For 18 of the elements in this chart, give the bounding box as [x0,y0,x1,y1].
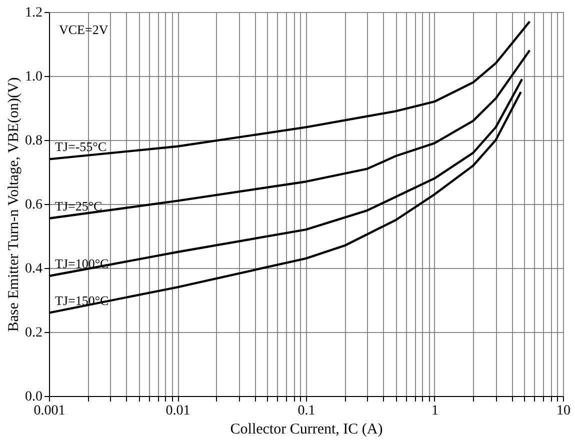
x-tick-label: 0.1 [298,404,316,418]
y-tick-label: 0.2 [25,326,42,340]
y-tick-label: 1.0 [25,70,42,84]
series-label: TJ=-55°C [55,139,107,154]
y-tick-label: 0.6 [25,198,42,212]
x-tick-label: 1 [432,404,438,418]
y-tick-label: 0.4 [25,262,42,276]
y-tick-label: 0.0 [25,390,42,404]
y-tick-label: 1.2 [25,6,42,20]
annotation: VCE=2V [59,22,109,37]
x-axis-title: Collector Current, IC (A) [230,422,383,438]
y-axis-title: Base Emitter Turn-n Voltage, VBE(on)(V) [6,77,22,332]
series-label: TJ=100°C [55,256,109,271]
x-tick-label: 0.001 [34,404,66,418]
y-tick-label: 0.8 [25,134,42,148]
series-label: TJ=25°C [55,198,102,214]
x-tick-label: 0.01 [166,404,190,418]
x-tick-label: 10 [556,404,570,418]
